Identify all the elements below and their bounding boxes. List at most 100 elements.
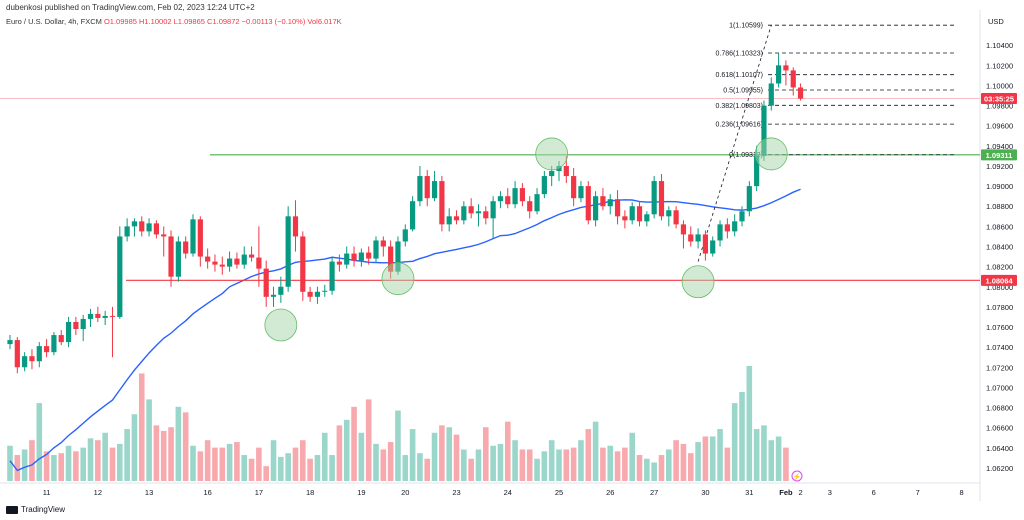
open-value: O1.09985 bbox=[103, 17, 137, 26]
candle-body bbox=[366, 252, 372, 259]
candle-body bbox=[227, 258, 233, 267]
candle-body bbox=[666, 210, 672, 217]
axes: USD 1.10400 1.10200 1.10000 1.09800 1.09600 1.… bbox=[43, 17, 1013, 497]
highlight-circle bbox=[381, 262, 415, 296]
candle-body bbox=[58, 335, 64, 343]
y-tick-label: 1.10200 bbox=[986, 61, 1013, 70]
flash-icon-glyph: ⚡ bbox=[793, 472, 802, 481]
volume-bar bbox=[241, 455, 248, 481]
candle-body bbox=[446, 216, 452, 225]
currency-label: USD bbox=[988, 17, 1004, 26]
highlight-circle bbox=[264, 308, 298, 342]
volume-bar bbox=[263, 466, 269, 481]
candle-body bbox=[336, 261, 342, 265]
volume-bar bbox=[651, 462, 657, 481]
y-tick-label: 1.09800 bbox=[986, 102, 1013, 111]
candle-body bbox=[776, 65, 782, 84]
fib-level-label: 0.618(1.10107) bbox=[716, 72, 763, 79]
x-tick-label: 3 bbox=[828, 488, 832, 497]
volume-bar bbox=[395, 410, 401, 481]
chart-legend: Euro / U.S. Dollar, 4h, FXCM O1.09985 H1… bbox=[6, 17, 342, 26]
volume-bar bbox=[7, 445, 13, 481]
y-tick-label: 1.07800 bbox=[986, 303, 1013, 312]
volume-bar bbox=[687, 453, 694, 481]
volume-bar bbox=[490, 445, 496, 481]
candle-body bbox=[329, 261, 335, 291]
price-tag-label: 1.09311 bbox=[986, 151, 1013, 160]
x-tick-label: 17 bbox=[255, 488, 263, 497]
volume-bar bbox=[204, 440, 211, 481]
volume-bar bbox=[409, 429, 416, 481]
volume-bar bbox=[336, 425, 343, 481]
volume-bar bbox=[43, 451, 50, 481]
candle-body bbox=[124, 226, 130, 237]
brand-label: TradingView bbox=[21, 505, 66, 514]
candle-body bbox=[87, 313, 94, 319]
x-tick-label: 27 bbox=[650, 488, 658, 497]
volume-bar bbox=[131, 414, 138, 481]
candle-body bbox=[117, 236, 123, 317]
candle-body bbox=[65, 321, 72, 343]
volume-bar bbox=[124, 429, 130, 481]
candle-body bbox=[563, 165, 569, 177]
moving-average-line bbox=[9, 188, 801, 472]
volume-bar bbox=[636, 455, 643, 481]
volume-bar bbox=[292, 447, 299, 481]
volume-bar bbox=[607, 445, 614, 481]
volume-bar bbox=[168, 427, 174, 481]
highlight-circle bbox=[535, 137, 569, 171]
candle-body bbox=[36, 346, 42, 362]
candle-body bbox=[131, 221, 138, 227]
volume-bar bbox=[380, 449, 387, 481]
candle-body bbox=[673, 210, 679, 225]
candle-body bbox=[410, 201, 416, 230]
volume-bars bbox=[7, 366, 789, 481]
candle-body bbox=[314, 291, 321, 297]
x-tick-label: 8 bbox=[960, 488, 964, 497]
volume-bar bbox=[592, 421, 599, 481]
volume-bar bbox=[109, 447, 116, 481]
price-tag-bg bbox=[981, 149, 1017, 161]
volume-bar bbox=[658, 455, 665, 481]
fib-level-label: 0.236(1.09616) bbox=[716, 122, 763, 129]
volume-bar bbox=[212, 447, 218, 481]
volume-bar bbox=[190, 445, 196, 481]
volume-bar bbox=[644, 458, 650, 481]
tradingview-logo-icon bbox=[6, 505, 18, 514]
candle-body bbox=[22, 356, 28, 368]
candle-body bbox=[241, 254, 247, 265]
x-tick-label: Feb bbox=[779, 488, 793, 497]
volume-bar bbox=[234, 442, 240, 481]
y-tick-label: 1.10000 bbox=[986, 81, 1013, 90]
candle-body bbox=[739, 211, 745, 222]
volume-bar bbox=[329, 455, 335, 481]
volume-bar bbox=[739, 391, 745, 481]
candle-body bbox=[285, 216, 291, 287]
candle-body bbox=[388, 246, 394, 272]
candle-body bbox=[190, 219, 196, 254]
footer-brand[interactable]: TradingView bbox=[6, 505, 65, 514]
volume-bar bbox=[307, 458, 313, 481]
y-tick-label: 1.09000 bbox=[986, 182, 1013, 191]
x-tick-label: 26 bbox=[606, 488, 614, 497]
y-tick-label: 1.08400 bbox=[986, 243, 1013, 252]
candle-body bbox=[571, 176, 577, 199]
y-tick-label: 1.08800 bbox=[986, 202, 1013, 211]
volume-bar bbox=[446, 427, 452, 481]
x-tick-label: 20 bbox=[401, 488, 409, 497]
candle-body bbox=[51, 335, 57, 353]
volume-bar bbox=[358, 432, 365, 481]
volume-bar bbox=[534, 458, 540, 481]
candle-body bbox=[607, 199, 613, 207]
volume-bar bbox=[724, 447, 731, 481]
volume-bar bbox=[95, 440, 101, 481]
volume-bar bbox=[614, 451, 621, 481]
y-tick-label: 1.09600 bbox=[986, 122, 1013, 131]
volume-bar bbox=[424, 458, 431, 481]
volume-bar bbox=[746, 366, 753, 481]
candle-body bbox=[783, 65, 789, 71]
candle-body bbox=[585, 186, 591, 221]
y-tick-label: 1.08600 bbox=[986, 222, 1013, 231]
volume-bar bbox=[65, 445, 72, 481]
